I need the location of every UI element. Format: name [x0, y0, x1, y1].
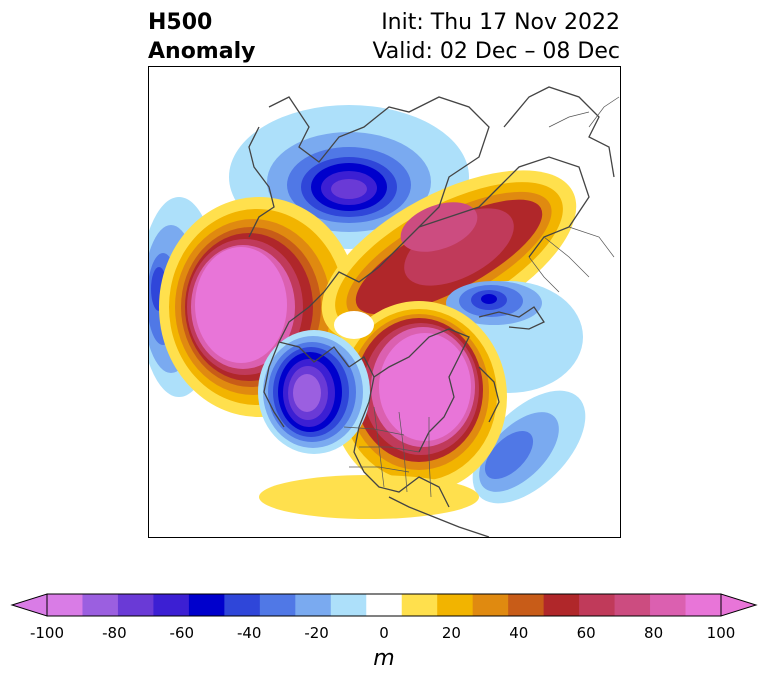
- anomaly-southern-tongue: [259, 475, 479, 519]
- colorbar-segment: [82, 594, 119, 616]
- colorbar-segment: [117, 594, 154, 616]
- colorbar-segment: [47, 594, 83, 616]
- colorbar-segment: [366, 594, 403, 616]
- colorbar-extend-low: [10, 593, 48, 617]
- colorbar-tick-label: -20: [304, 624, 329, 642]
- colorbar-tick-label: 60: [576, 624, 596, 642]
- title-line-1: H500: [148, 10, 213, 35]
- colorbar-segment: [650, 594, 687, 616]
- anomaly-eastern-siberia: [229, 105, 469, 249]
- colorbar-segment: [508, 594, 545, 616]
- anomaly-north-atlantic: [472, 390, 586, 504]
- colorbar-segment: [401, 594, 438, 616]
- colorbar-segment: [579, 594, 616, 616]
- date-info: Init: Thu 17 Nov 2022 Valid: 02 Dec – 08…: [372, 8, 620, 66]
- borders: [343, 96, 620, 498]
- title-line-2: Anomaly: [148, 39, 256, 64]
- colorbar: [10, 593, 758, 617]
- colorbar-segment: [188, 594, 225, 616]
- colorbar-segment: [437, 594, 474, 616]
- colorbar-extend-high: [720, 593, 758, 617]
- colorbar-tick-label: -60: [169, 624, 195, 642]
- colorbar-tick-label: 100: [706, 624, 736, 642]
- colorbar-segment: [330, 594, 367, 616]
- anomaly-map: [148, 66, 621, 538]
- colorbar-tick-label: 80: [644, 624, 664, 642]
- colorbar-segment: [685, 594, 722, 616]
- colorbar-border: [46, 593, 722, 617]
- colorbar-segment: [153, 594, 190, 616]
- colorbar-tick-label: -40: [236, 624, 262, 642]
- colorbar-tick-label: -80: [102, 624, 127, 642]
- colorbar-segment: [543, 594, 580, 616]
- valid-date-range: Valid: 02 Dec – 08 Dec: [372, 39, 620, 64]
- colorbar-segment: [472, 594, 509, 616]
- map-title: H500 Anomaly: [148, 8, 255, 66]
- anomaly-arctic-greenland: [321, 170, 577, 344]
- anomaly-fills: [149, 105, 586, 519]
- colorbar-tick-label: 0: [379, 624, 389, 642]
- colorbar-segment: [224, 594, 261, 616]
- coastlines: [248, 86, 615, 537]
- colorbar-segment: [614, 594, 651, 616]
- colorbar-segment: [295, 594, 332, 616]
- map-canvas: [149, 86, 620, 537]
- colorbar-tick-label: 20: [441, 624, 461, 642]
- colorbar-unit: m: [373, 646, 395, 671]
- neutral-gap: [334, 311, 374, 339]
- init-date: Init: Thu 17 Nov 2022: [381, 10, 620, 35]
- colorbar-tick-label: 40: [509, 624, 529, 642]
- colorbar-tick-label: -100: [29, 624, 65, 642]
- colorbar-segment: [259, 594, 296, 616]
- anomaly-gulf-of-alaska: [258, 330, 370, 454]
